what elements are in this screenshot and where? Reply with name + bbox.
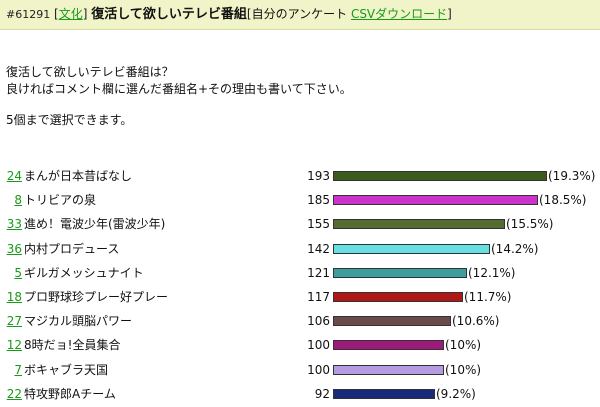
vote-bar [333,267,467,278]
option-label: マジカル頭脳パワー [24,314,133,329]
option-label: 特攻野郎Aチーム [24,386,116,401]
option-label: まんが日本昔ばなし [24,169,133,183]
option-label: 進め！電波少年(雷波少年) [24,217,166,232]
vote-percentage: (12.1%) [468,265,516,280]
csv-download-link[interactable]: CSVダウンロード [350,7,448,21]
poll-author: 自分のアンケート [251,7,348,21]
option-label: ギルガメッシュナイト [24,265,144,280]
result-row: 36 内村プロデュース 142 (14.2%) [0,238,600,262]
category-bracket-open: [ [54,7,59,21]
result-row: 33 進め！電波少年(雷波少年) 155 (15.5%) [0,213,600,237]
result-count-link[interactable]: 36 [6,241,22,256]
option-label: 8時だョ!全員集合 [24,338,121,353]
vote-bar [333,243,490,254]
vote-percentage: (9.2%) [436,386,476,401]
result-count-link[interactable]: 22 [6,386,22,401]
vote-count: 155 [307,217,330,232]
category-bracket-close: ] [82,7,88,21]
vote-percentage: (11.7%) [464,290,512,304]
result-count-link[interactable]: 7 [14,362,22,377]
result-count-link[interactable]: 24 [6,169,22,183]
vote-percentage: (10.6%) [452,314,500,329]
vote-bar [333,388,435,399]
vote-bar [333,364,444,375]
vote-bar [333,316,451,327]
poll-header: #61291 [文化] 復活して欲しいテレビ番組[自分のアンケート CSVダウン… [0,0,600,30]
option-label: トリビアの泉 [24,193,97,208]
vote-count: 92 [314,386,330,401]
result-row: 27 マジカル頭脳パワー 106 (10.6%) [0,310,600,334]
vote-bar [333,340,444,351]
result-row: 22 特攻野郎Aチーム 92 (9.2%) [0,383,600,407]
result-count-link[interactable]: 27 [6,314,22,329]
vote-count: 193 [307,169,330,183]
result-count-link[interactable]: 18 [6,290,22,304]
vote-percentage: (10%) [445,362,482,377]
vote-count: 121 [307,265,330,280]
option-label: ボキャブラ天国 [24,362,109,377]
author-bracket-close: ] [447,7,452,21]
option-label: 内村プロデュース [24,241,120,256]
question-text: 復活して欲しいテレビ番組は？ [6,65,174,79]
result-count-link[interactable]: 33 [6,217,22,232]
vote-bar [333,195,538,206]
vote-bar [333,171,547,181]
vote-count: 142 [307,241,330,256]
poll-title: 復活して欲しいテレビ番組 [91,7,247,22]
vote-percentage: (19.3%) [548,169,596,183]
vote-bar [333,292,463,302]
vote-count: 185 [307,193,330,208]
result-row: 24 まんが日本昔ばなし 193 (19.3%) [0,165,600,189]
category-link[interactable]: 文化 [58,7,83,21]
selection-limit-text: 5個まで選択できます。 [6,113,133,127]
vote-percentage: (15.5%) [506,217,554,232]
result-count-link[interactable]: 12 [6,338,22,353]
result-count-link[interactable]: 8 [14,193,22,208]
vote-bar [333,219,505,230]
instruction-text: 良ければコメント欄に選んだ番組名+その理由も書いて下さい。 [6,82,352,96]
result-count-link[interactable]: 5 [14,265,22,280]
result-row: 7 ボキャブラ天国 100 (10%) [0,359,600,383]
result-row: 12 8時だョ!全員集合 100 (10%) [0,334,600,358]
author-bracket-open: [ [246,7,252,21]
poll-description: 復活して欲しいテレビ番組は？ 良ければコメント欄に選んだ番組名+その理由も書いて… [6,64,352,129]
vote-count: 106 [307,314,330,329]
result-row: 5 ギルガメッシュナイト 121 (12.1%) [0,262,600,286]
vote-count: 117 [307,290,330,304]
option-label: プロ野球珍プレー好プレー [24,290,169,304]
vote-count: 100 [307,338,330,353]
vote-percentage: (10%) [445,338,482,353]
result-row: 18 プロ野球珍プレー好プレー 117 (11.7%) [0,286,600,310]
vote-percentage: (18.5%) [539,193,587,208]
vote-percentage: (14.2%) [491,241,539,256]
vote-count: 100 [307,362,330,377]
poll-id: #61291 [6,8,51,21]
result-row: 8 トリビアの泉 185 (18.5%) [0,189,600,213]
